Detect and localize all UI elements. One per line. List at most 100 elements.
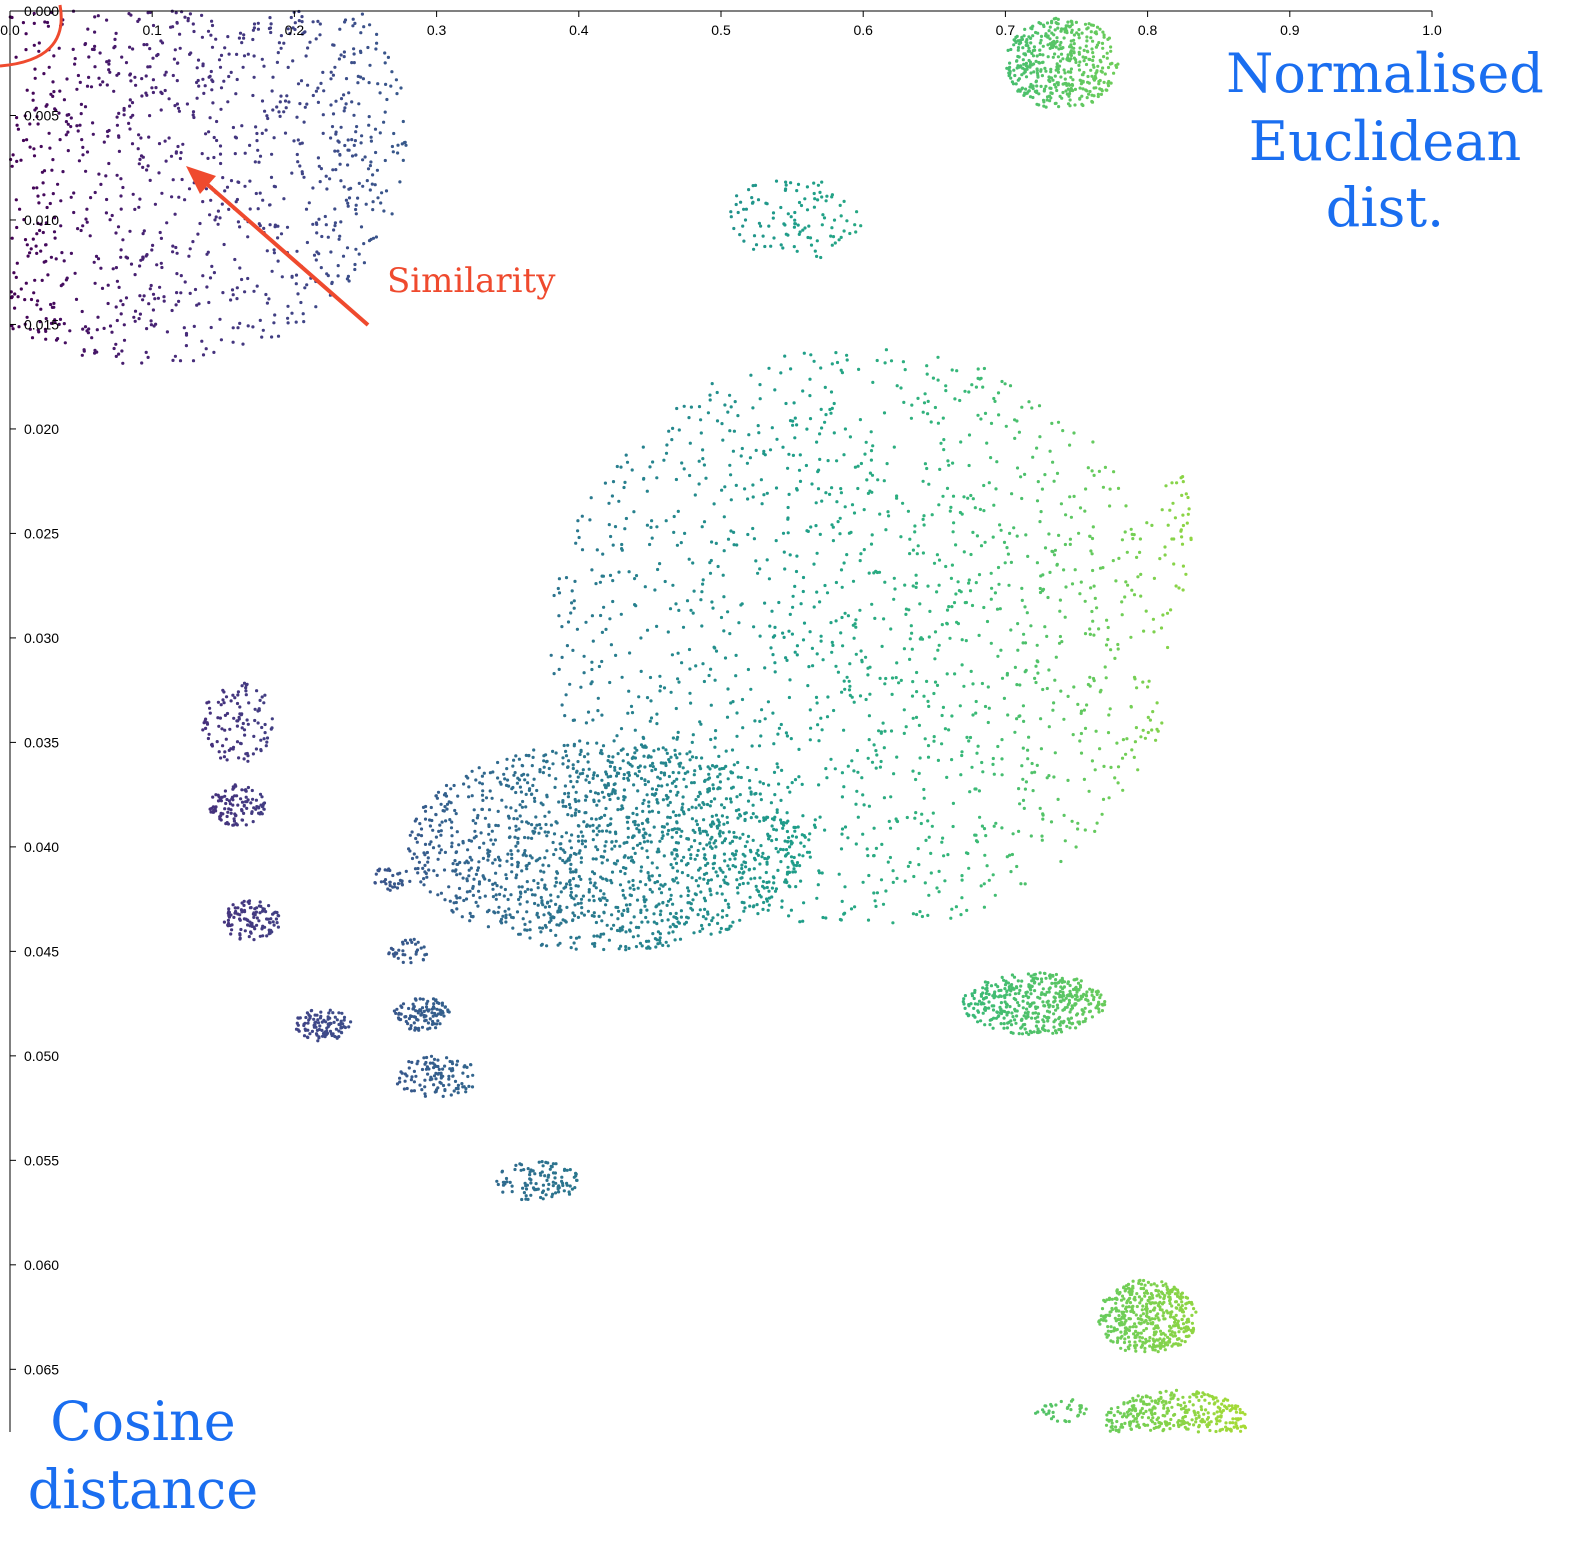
scatter-point-group [843, 353, 849, 915]
cosine-label-line2: distance [28, 1458, 258, 1521]
scatter-point-group [435, 790, 441, 1090]
scatter-point-group [881, 617, 886, 906]
scatter-point-group [330, 43, 336, 1038]
scatter-point-group [1209, 1394, 1214, 1424]
scatter-point-group [390, 70, 395, 889]
scatter-point-group [865, 478, 870, 858]
scatter-point-group [1122, 595, 1127, 1417]
scatter-point-group [1166, 508, 1172, 1431]
scatter-point-group [518, 763, 525, 1202]
scatter-point-group [964, 496, 970, 1016]
scatter-point-group [1126, 1282, 1132, 1428]
scatter-point-group [633, 574, 641, 949]
scatter-point-group [1164, 1309, 1169, 1427]
scatter-point-group [935, 355, 942, 894]
scatter-point-group [437, 802, 444, 1085]
scatter-point-group [871, 380, 876, 895]
scatter-point-group [51, 54, 58, 325]
scatter-point-group [1162, 484, 1168, 1426]
scatter-point-group [607, 480, 617, 942]
scatter-point-group [1014, 34, 1021, 1025]
scatter-point-group [254, 21, 261, 927]
scatter-point-group [739, 224, 745, 904]
scatter-point-group [340, 55, 346, 1029]
scatter-point-group [1082, 22, 1088, 1416]
scatter-point-group [582, 518, 592, 917]
scatter-point-group [364, 45, 371, 206]
scatter-point-group [694, 664, 701, 917]
scatter-point-group [452, 783, 457, 1093]
euclidean-label-line3: dist. [1326, 176, 1444, 239]
scatter-point-group [961, 389, 967, 1006]
scatter-point-group [411, 817, 419, 1093]
y-tick-label: 0.035 [24, 734, 59, 750]
scatter-point-group [884, 348, 891, 893]
scatter-point-group [79, 102, 84, 357]
x-tick-label: 1.0 [1422, 22, 1442, 38]
scatter-point-group [421, 804, 431, 1098]
scatter-point-group [497, 772, 507, 1194]
scatter-point-group [1036, 21, 1041, 1035]
scatter-point-group [998, 528, 1004, 1026]
scatter-point-group [1142, 736, 1148, 1427]
scatter-point-group [100, 80, 106, 330]
scatter-point-group [779, 205, 786, 909]
scatter-point-group [353, 130, 358, 267]
scatter-point-group [671, 514, 678, 942]
scatter-point-group [716, 754, 723, 934]
scatter-point-group [859, 461, 866, 884]
scatter-point-group [1202, 1392, 1207, 1424]
scatter-point-group [877, 512, 884, 882]
euclidean-label-line1: Normalised [1226, 42, 1544, 105]
scatter-point-group [285, 27, 292, 325]
scatter-point-group [261, 64, 267, 929]
scatter-point-group [940, 494, 945, 840]
scatter-point-group [953, 369, 962, 909]
scatter-point-group [68, 116, 74, 333]
scatter-point-group [416, 822, 426, 1092]
scatter-point-group [1065, 20, 1071, 1410]
scatter-point-group [1212, 1401, 1217, 1416]
scatter-point-group [151, 23, 156, 312]
scatter-point-group [1107, 36, 1114, 1433]
scatter-point-group [374, 32, 382, 876]
scatter-point-group [756, 198, 765, 916]
scatter-point-group [648, 460, 655, 936]
scatter-point-group [809, 181, 817, 827]
scatter-point-group [133, 83, 138, 323]
scatter-point-group [474, 813, 480, 876]
scatter-point-group [1113, 63, 1119, 1432]
scatter-point-group [391, 78, 399, 1015]
scatter-point-group [271, 75, 277, 927]
scatter-point-group [147, 47, 152, 306]
euclidean-label-line2: Euclidean [1249, 110, 1521, 173]
scatter-point-group [283, 99, 288, 135]
scatter-point-group [400, 119, 407, 1091]
scatter-point-group [994, 460, 1000, 1020]
scatter-point-group [1197, 1391, 1201, 1429]
scatter-point-group [464, 774, 470, 1091]
scatter-point-group [301, 30, 307, 1038]
scatter-point-group [625, 460, 635, 950]
scatter-point-group [310, 20, 316, 1033]
scatter-point-group [337, 27, 344, 1035]
scatter-point-group [1045, 21, 1050, 1023]
scatter-point-group [39, 144, 45, 311]
scatter-point-group [931, 376, 938, 815]
scatter-point-group [1151, 576, 1157, 1430]
scatter-point-group [1191, 1307, 1197, 1427]
scatter-point-group [160, 41, 167, 303]
scatter-point-group [917, 410, 925, 919]
scatter-point-group [1033, 30, 1038, 1415]
scatter-point-group [1133, 555, 1139, 1428]
scatter-point-group [63, 77, 71, 345]
scatter-point-group [945, 459, 950, 857]
scatter-point-group [264, 114, 270, 938]
scatter-point-group [428, 805, 436, 1087]
scatter-point-group [442, 783, 451, 1093]
scatter-point-group [1000, 379, 1007, 1030]
scatter-point-group [273, 105, 279, 925]
y-tick-label: 0.000 [24, 3, 59, 19]
scatter-point-group [1241, 1411, 1246, 1428]
